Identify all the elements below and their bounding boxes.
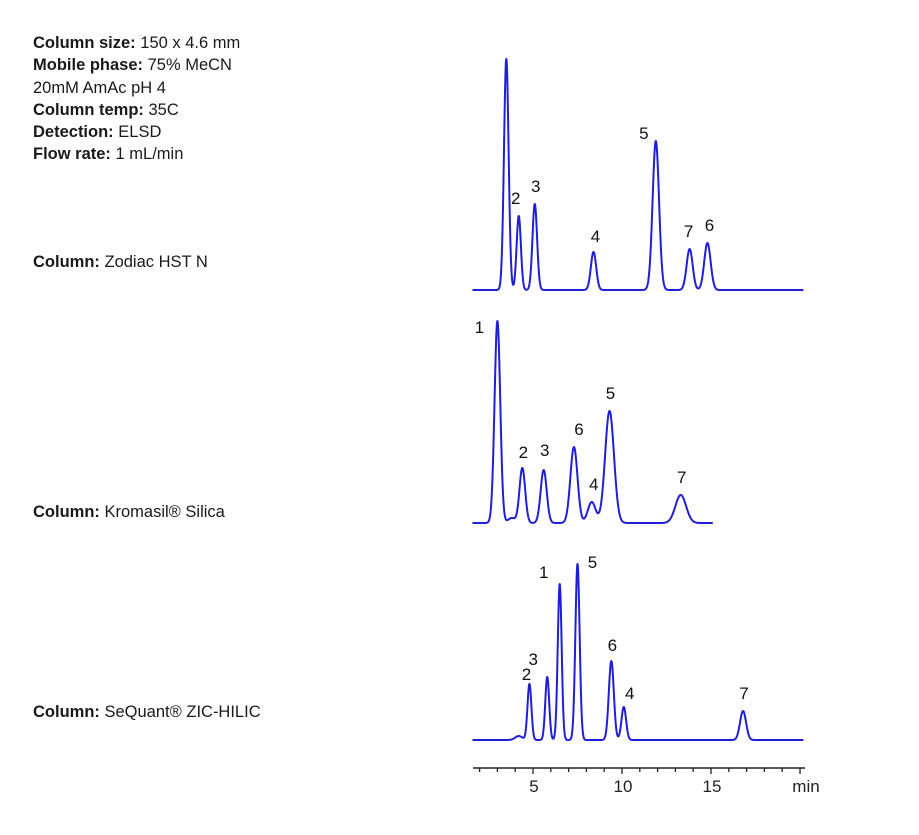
tick-label: 15 [703,777,722,796]
column-label-zic-hilic: Column: SeQuant® ZIC-HILIC [33,703,261,721]
chromatogram-kromasil: 1 2 3 6 4 5 7 [471,318,714,524]
peak-label: 7 [684,222,693,241]
peak-label: 3 [531,177,540,196]
peak-label: 6 [705,216,714,235]
time-axis: 5 10 15 min [473,767,820,796]
peak-label: 1 [539,563,548,582]
chromatogram-trace [471,58,805,291]
axis-unit-label: min [792,777,819,796]
condition-column-temp: Column temp: 35C [33,100,179,119]
chromatogram-zodiac: 1234576 [471,58,805,291]
peak-label: 4 [591,227,600,246]
peak-label: 3 [529,650,538,669]
peak-label: 7 [739,684,748,703]
chromatogram-zic-hilic: 23 1 5 6 4 7 [471,553,805,741]
peak-label: 5 [639,124,648,143]
peak-label: 4 [589,475,598,494]
peak-label: 2 [519,443,528,462]
column-label-zodiac: Column: Zodiac HST N [33,253,208,271]
peak-label: 1 [475,318,484,337]
peak-label: 2 [522,665,531,684]
tick-label: 10 [614,777,633,796]
tick-label: 5 [529,777,538,796]
peak-label: 2 [511,189,520,208]
method-conditions: Column size: 150 x 4.6 mm Mobile phase: … [33,32,240,166]
condition-detection: Detection: ELSD [33,123,162,142]
condition-buffer: 20mM AmAc pH 4 [33,78,166,97]
peak-label: 7 [677,468,686,487]
chromatogram-trace [471,563,805,741]
chromatogram-trace [471,320,714,524]
peak-label: 6 [608,636,617,655]
peak-label: 3 [540,441,549,460]
condition-mobile-phase: Mobile phase: 75% MeCN [33,56,232,75]
peak-label: 4 [625,684,634,703]
peak-label: 6 [574,420,583,439]
condition-column-size: Column size: 150 x 4.6 mm [33,34,241,52]
column-label-kromasil: Column: Kromasil® Silica [33,503,225,521]
peak-label: 5 [588,553,597,572]
condition-flow-rate: Flow rate: 1 mL/min [33,145,184,164]
peak-label: 5 [606,384,615,403]
